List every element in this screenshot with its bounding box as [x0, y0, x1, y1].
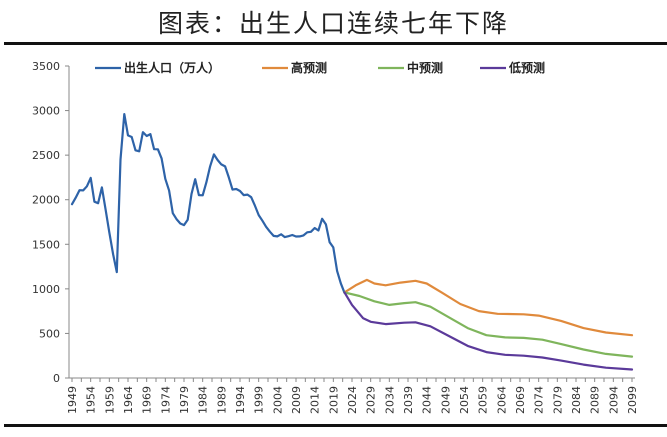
x-tick-label: 2099	[626, 386, 639, 414]
x-tick-label: 1979	[178, 386, 191, 414]
x-tick-label: 2019	[327, 386, 340, 414]
x-tick-label: 2089	[589, 386, 602, 414]
x-tick-label: 1949	[66, 386, 79, 414]
y-tick-label: 1500	[32, 238, 60, 251]
legend-label: 低预测	[508, 60, 545, 75]
x-tick-label: 2034	[383, 386, 396, 414]
legend-label: 高预测	[291, 60, 327, 75]
series-line-0	[70, 112, 346, 294]
x-tick-label: 2049	[439, 386, 452, 414]
x-tick-label: 2014	[309, 386, 322, 414]
series-line-1	[343, 278, 634, 337]
y-tick-label: 500	[39, 327, 60, 340]
x-tick-label: 2054	[458, 386, 471, 414]
x-tick-label: 1989	[215, 386, 228, 414]
x-tick-label: 2044	[421, 386, 434, 414]
legend-label: 中预测	[407, 60, 443, 75]
x-tick-label: 1984	[197, 386, 210, 414]
x-tick-label: 2029	[365, 386, 378, 414]
x-tick-label: 2094	[607, 386, 620, 414]
y-tick-label: 2500	[32, 149, 60, 162]
x-tick-label: 2039	[402, 386, 415, 414]
x-tick-label: 2079	[551, 386, 564, 414]
x-tick-label: 2004	[271, 386, 284, 414]
x-tick-label: 2064	[495, 386, 508, 414]
x-tick-label: 2024	[346, 386, 359, 414]
x-tick-label: 2059	[477, 386, 490, 414]
y-tick-label: 2000	[32, 194, 60, 207]
legend-label: 出生人口（万人）	[124, 60, 220, 75]
y-tick-label: 3500	[32, 60, 60, 73]
x-tick-label: 2009	[290, 386, 303, 414]
series-line-3	[343, 291, 634, 371]
series-line-2	[343, 291, 634, 358]
y-tick-label: 1000	[32, 283, 60, 296]
x-tick-label: 1994	[234, 386, 247, 414]
x-tick-label: 2069	[514, 386, 527, 414]
x-tick-label: 2084	[570, 386, 583, 414]
title-divider	[4, 42, 667, 45]
x-tick-label: 1999	[253, 386, 266, 414]
x-tick-label: 1969	[141, 386, 154, 414]
x-tick-label: 2074	[533, 386, 546, 414]
x-tick-label: 1954	[85, 386, 98, 414]
y-tick-label: 3000	[32, 105, 60, 118]
bottom-divider	[4, 424, 667, 427]
x-tick-label: 1974	[159, 386, 172, 414]
x-tick-label: 1959	[103, 386, 116, 414]
x-tick-label: 1964	[122, 386, 135, 414]
chart-title: 图表：出生人口连续七年下降	[157, 9, 509, 38]
y-tick-label: 0	[53, 372, 60, 385]
